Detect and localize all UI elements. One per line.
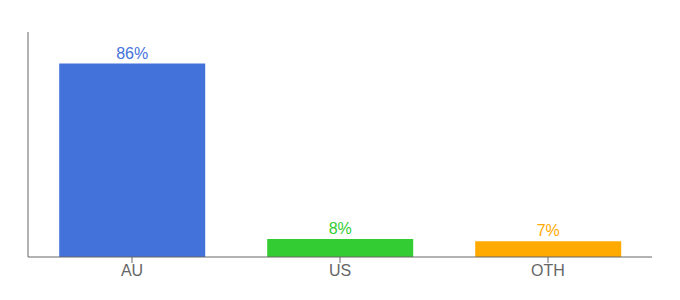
svg-text:OTH: OTH (531, 262, 565, 279)
svg-text:US: US (329, 262, 351, 279)
svg-text:7%: 7% (537, 222, 560, 239)
svg-text:AU: AU (121, 262, 143, 279)
svg-text:86%: 86% (116, 45, 148, 62)
svg-text:8%: 8% (329, 220, 352, 237)
